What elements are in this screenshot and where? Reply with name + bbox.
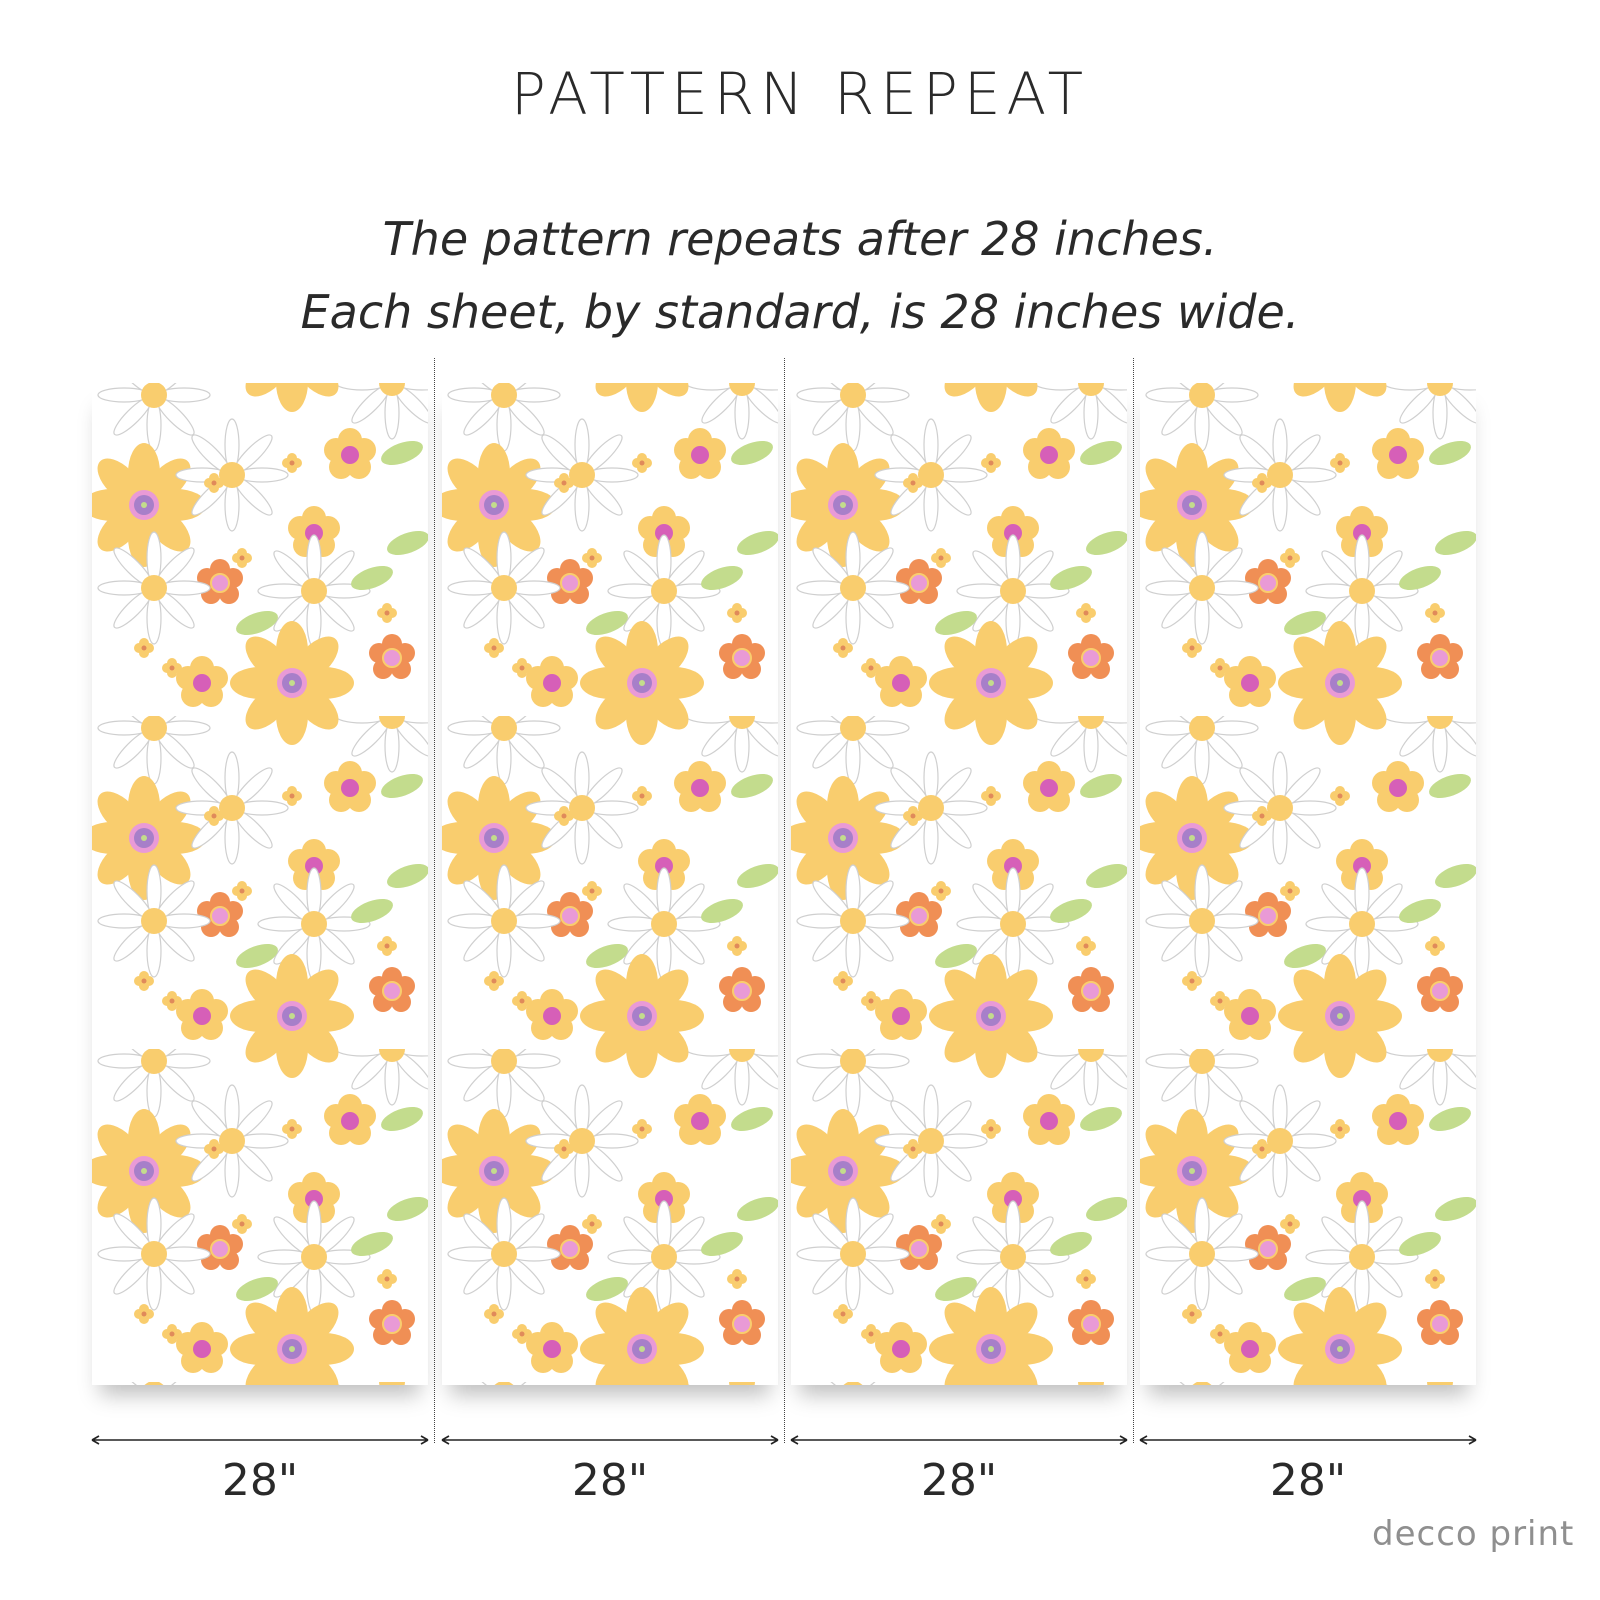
floral-pattern-image <box>1140 383 1476 1385</box>
width-arrow-icon <box>789 1432 1129 1448</box>
sheet-width-label: 28" <box>571 1455 649 1506</box>
subtitle-line-2: Each sheet, by standard, is 28 inches wi… <box>300 285 1300 339</box>
wallpaper-sheet-1 <box>92 383 428 1385</box>
page-title: PATTERN REPEAT <box>510 60 1090 128</box>
sheet-divider <box>784 358 785 1443</box>
sheet-divider <box>434 358 435 1443</box>
floral-pattern-image <box>791 383 1127 1385</box>
width-arrow-icon <box>90 1432 430 1448</box>
wallpaper-sheet-4 <box>1140 383 1476 1385</box>
sheet-width-label: 28" <box>1269 1455 1347 1506</box>
width-arrow-icon <box>440 1432 780 1448</box>
wallpaper-sheet-2 <box>442 383 778 1385</box>
brand-logo: decco print <box>1372 1514 1575 1554</box>
floral-pattern-image <box>442 383 778 1385</box>
wallpaper-sheet-3 <box>791 383 1127 1385</box>
width-arrow-icon <box>1138 1432 1478 1448</box>
sheet-width-label: 28" <box>221 1455 299 1506</box>
subtitle-line-1: The pattern repeats after 28 inches. <box>382 212 1218 266</box>
sheet-width-label: 28" <box>920 1455 998 1506</box>
floral-pattern-image <box>92 383 428 1385</box>
sheet-divider <box>1133 358 1134 1443</box>
